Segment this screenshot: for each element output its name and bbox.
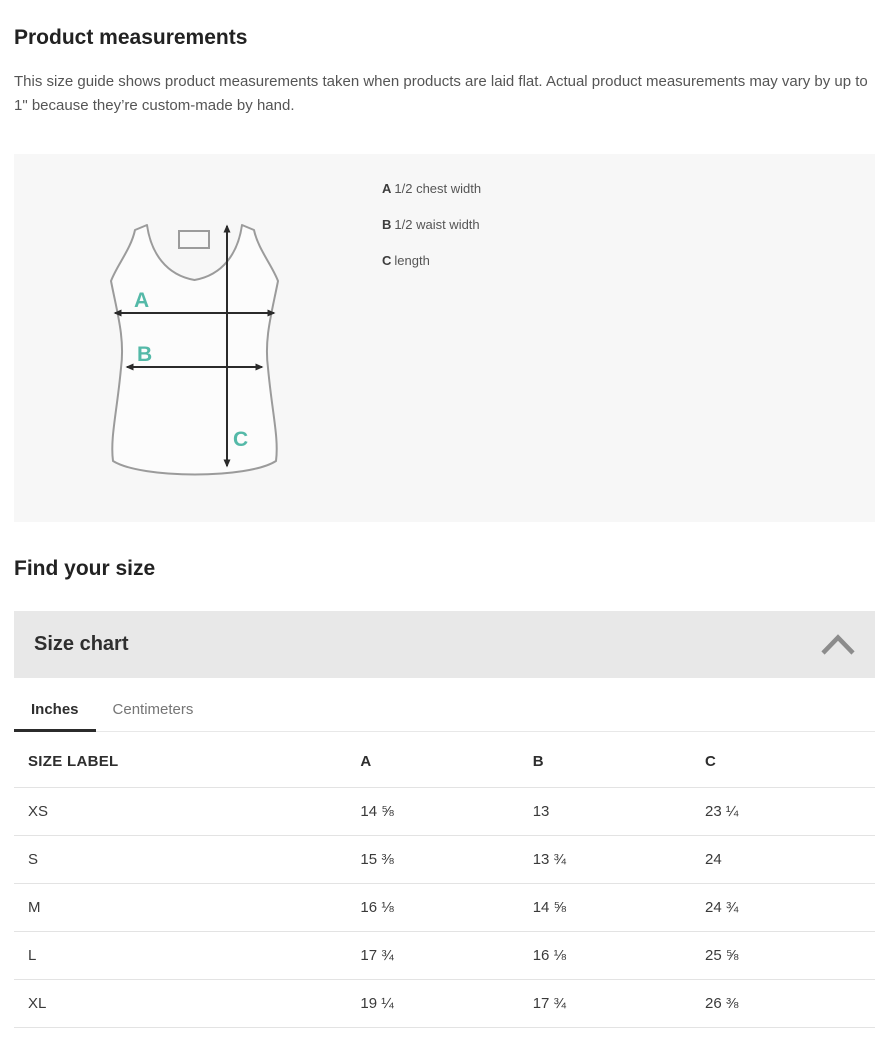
legend-item-waist: B 1/2 waist width — [382, 217, 481, 233]
size-label-cell: L — [14, 931, 347, 980]
legend-key-a: A — [382, 181, 392, 196]
legend-key-b: B — [382, 217, 392, 232]
table-row: S 15 ⅜ 13 ¾ 24 — [14, 835, 875, 884]
size-chart-title: Size chart — [34, 633, 129, 655]
diagram-letter-b: B — [137, 343, 152, 366]
measurement-cell: 17 ¾ — [518, 979, 691, 1028]
column-header-b: B — [518, 732, 691, 788]
diagram-letter-c: C — [233, 428, 248, 451]
tab-inches[interactable]: Inches — [14, 692, 96, 732]
measurement-cell: 13 ¾ — [518, 835, 691, 884]
measurement-cell: 15 ⅜ — [346, 835, 519, 884]
measurement-cell: 16 ⅛ — [346, 883, 519, 932]
table-header-row: SIZE LABEL A B C — [14, 732, 875, 788]
measurement-diagram-panel: A B C A 1/2 chest width B 1/2 waist width … — [14, 154, 875, 522]
measurement-cell: 13 — [518, 787, 691, 836]
size-label-cell: XL — [14, 979, 347, 1028]
page-description: This size guide shows product measuremen… — [14, 73, 868, 114]
measurement-cell: 17 ¾ — [346, 931, 519, 980]
size-label-cell: XS — [14, 787, 347, 836]
unit-tabs: Inches Centimeters — [14, 692, 875, 732]
size-chart-table: SIZE LABEL A B C XS 14 ⅝ 13 23 ¼ S 15 ⅜ 13 ¾ 24… — [14, 732, 875, 1028]
measurement-cell: 24 ¾ — [690, 883, 875, 932]
page-title: Product measurements — [14, 26, 248, 49]
size-label-cell: M — [14, 883, 347, 932]
tank-top-diagram: A B C — [110, 224, 279, 476]
size-label-cell: S — [14, 835, 347, 884]
measurement-cell: 16 ⅛ — [518, 931, 691, 980]
size-chart-collapse-header[interactable]: Size chart — [14, 611, 875, 678]
measurement-cell: 26 ⅜ — [690, 979, 875, 1028]
table-row: L 17 ¾ 16 ⅛ 25 ⅝ — [14, 931, 875, 980]
measurement-cell: 19 ¼ — [346, 979, 519, 1028]
size-table-body: XS 14 ⅝ 13 23 ¼ S 15 ⅜ 13 ¾ 24 M 16 ⅛ 14 ⅝ 24 ¾ L 17 … — [14, 787, 875, 1028]
tab-centimeters[interactable]: Centimeters — [112, 701, 194, 718]
column-header-a: A — [346, 732, 519, 788]
table-row: XS 14 ⅝ 13 23 ¼ — [14, 787, 875, 836]
column-header-c: C — [690, 732, 875, 788]
table-row: XL 19 ¼ 17 ¾ 26 ⅜ — [14, 979, 875, 1028]
find-your-size-heading: Find your size — [14, 557, 156, 580]
column-header-size-label: SIZE LABEL — [14, 732, 347, 788]
measurement-cell: 14 ⅝ — [346, 787, 519, 836]
table-row: M 16 ⅛ 14 ⅝ 24 ¾ — [14, 883, 875, 932]
diagram-letter-a: A — [134, 289, 149, 312]
measurement-cell: 14 ⅝ — [518, 883, 691, 932]
legend-label-chest: 1/2 chest width — [394, 181, 482, 196]
legend-label-waist: 1/2 waist width — [394, 217, 480, 232]
legend-key-c: C — [382, 253, 392, 268]
legend-label-length: length — [394, 253, 430, 268]
measurement-cell: 24 — [690, 835, 875, 884]
chevron-up-icon[interactable] — [820, 634, 856, 655]
measurement-cell: 25 ⅝ — [690, 931, 875, 980]
neck-label — [178, 230, 210, 249]
measurement-cell: 23 ¼ — [690, 787, 875, 836]
legend-item-chest: A 1/2 chest width — [382, 181, 481, 197]
